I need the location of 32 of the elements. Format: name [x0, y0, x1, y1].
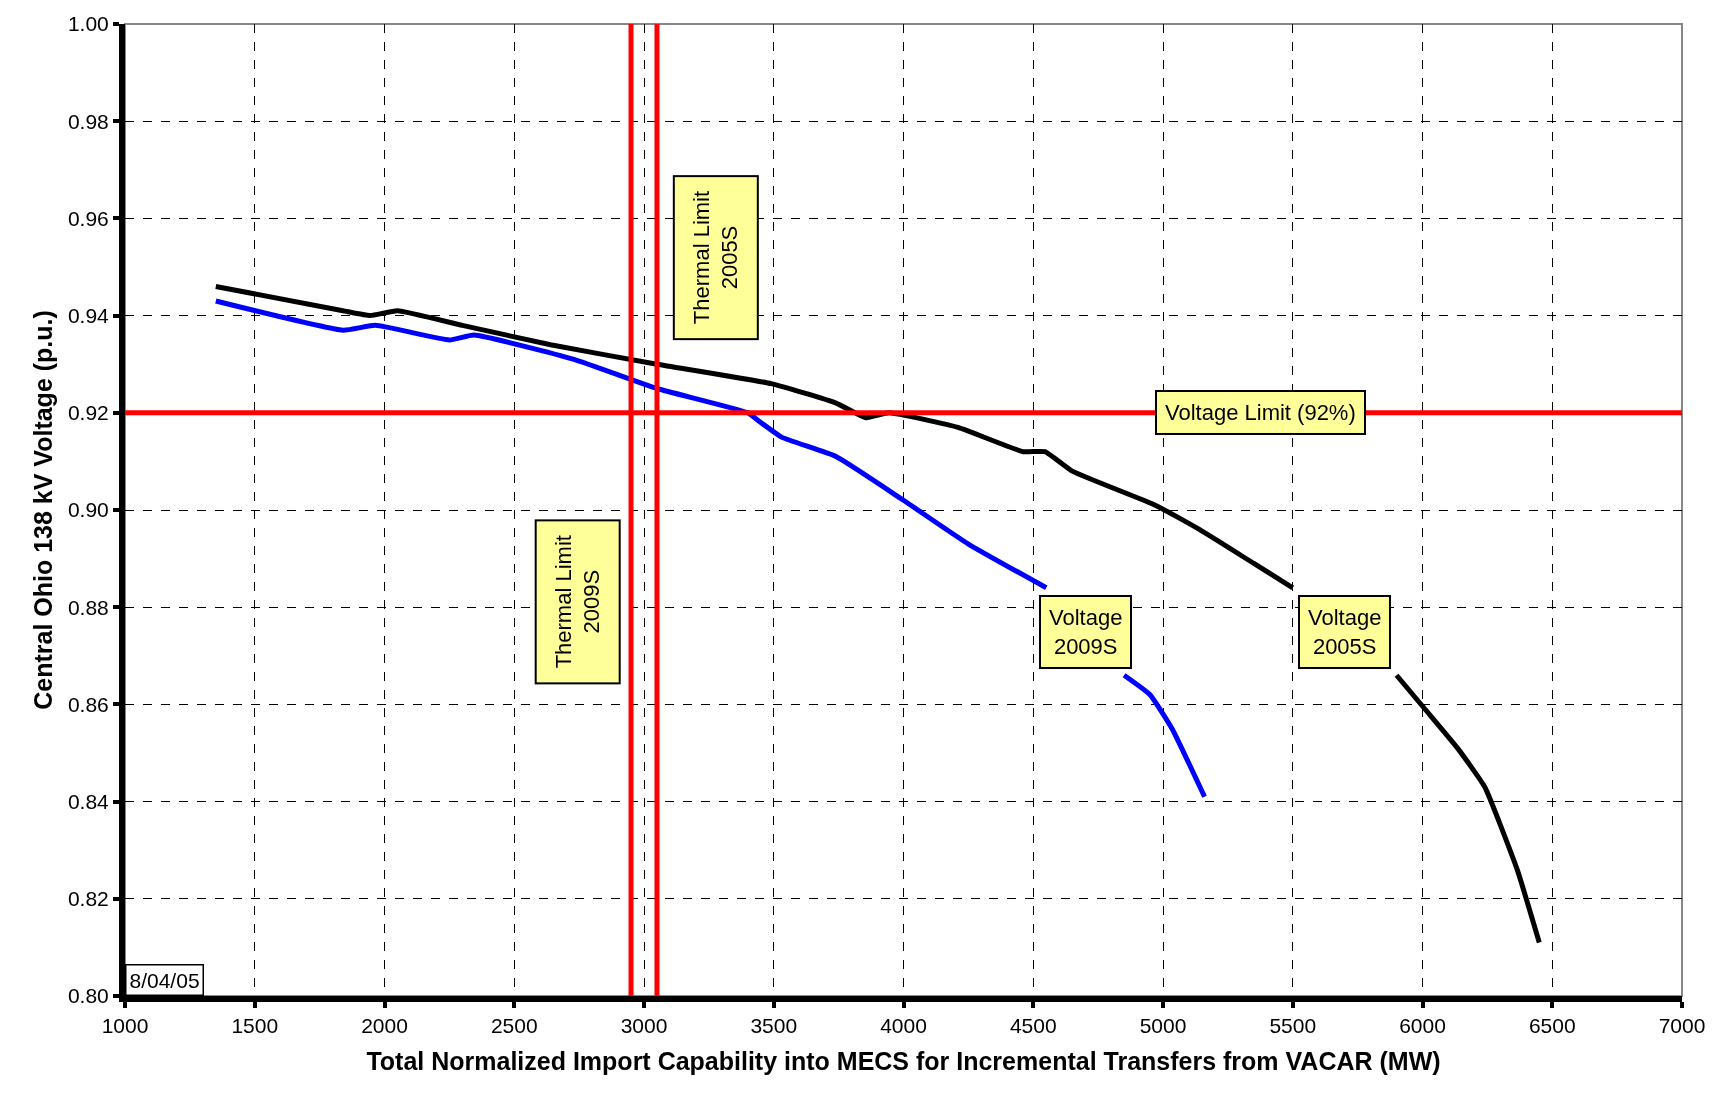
y-tick-label: 0.92: [67, 401, 109, 425]
y-tick-label: 0.96: [67, 206, 109, 230]
ref-line-label: Voltage Limit (92%): [1165, 400, 1356, 425]
x-tick-label: 4500: [1009, 1014, 1057, 1038]
y-tick-label: 0.88: [67, 595, 109, 619]
y-tick-label: 0.82: [67, 887, 109, 911]
annotation: 8/04/05: [129, 968, 200, 992]
x-tick-label: 2500: [490, 1014, 538, 1038]
y-tick-label: 0.80: [67, 984, 109, 1008]
x-tick-label: 3500: [750, 1014, 798, 1038]
x-tick-label: 5000: [1139, 1014, 1187, 1038]
y-axis-title: Central Ohio 138 kV Voltage (p.u.): [29, 310, 58, 710]
ref-line-label: Thermal Limit 2009S: [550, 535, 605, 669]
y-tick-label: 0.98: [67, 109, 109, 133]
x-tick-label: 5500: [1269, 1014, 1317, 1038]
x-tick-label: 7000: [1658, 1014, 1706, 1038]
x-tick-label: 6500: [1528, 1014, 1576, 1038]
y-tick-label: 1.00: [67, 12, 109, 36]
ref-line-label: Thermal Limit 2005S: [688, 190, 743, 325]
y-tick-label: 0.90: [67, 498, 109, 522]
x-tick-label: 2000: [361, 1014, 408, 1038]
x-tick-label: 6000: [1399, 1014, 1446, 1038]
x-tick-label: 1500: [231, 1014, 279, 1038]
y-tick-label: 0.86: [67, 692, 109, 716]
y-tick-label: 0.94: [67, 303, 110, 327]
x-tick-label: 1000: [101, 1014, 149, 1038]
x-axis-title: Total Normalized Import Capability into MECS for Incremental Transfers from VACAR (MW): [366, 1046, 1441, 1075]
series-label: Voltage 2005S: [1308, 605, 1382, 659]
x-tick-label: 4000: [880, 1014, 927, 1038]
x-tick-label: 3000: [620, 1014, 668, 1038]
y-tick-label: 0.84: [67, 789, 110, 813]
series-label: Voltage 2009S: [1049, 605, 1123, 659]
